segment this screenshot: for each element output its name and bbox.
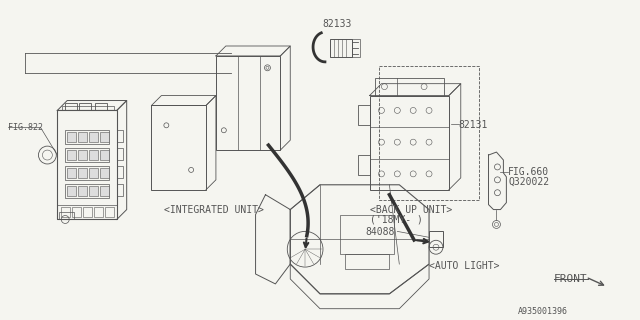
Bar bbox=[58, 110, 116, 220]
Bar bbox=[62, 107, 114, 110]
Bar bbox=[116, 166, 123, 178]
Bar bbox=[358, 155, 369, 175]
Bar bbox=[380, 66, 479, 200]
Bar bbox=[65, 130, 109, 144]
Bar bbox=[100, 186, 109, 196]
Bar bbox=[65, 148, 109, 162]
Bar bbox=[65, 184, 109, 198]
Bar bbox=[100, 168, 109, 178]
Bar bbox=[100, 150, 109, 160]
Bar bbox=[429, 231, 443, 247]
Bar bbox=[340, 214, 394, 254]
Bar bbox=[100, 132, 109, 142]
Text: <INTEGRATED UNIT>: <INTEGRATED UNIT> bbox=[164, 204, 264, 215]
Bar bbox=[369, 96, 449, 190]
Text: A935001396: A935001396 bbox=[518, 307, 568, 316]
Bar bbox=[116, 130, 123, 142]
Bar bbox=[78, 132, 87, 142]
Bar bbox=[116, 148, 123, 160]
Bar bbox=[67, 168, 76, 178]
Bar bbox=[89, 132, 98, 142]
Bar bbox=[330, 39, 352, 57]
Text: FIG.822: FIG.822 bbox=[8, 123, 43, 132]
Bar bbox=[352, 39, 360, 57]
Bar bbox=[61, 207, 70, 218]
Bar bbox=[60, 212, 74, 220]
Bar bbox=[65, 102, 77, 110]
Text: 84088: 84088 bbox=[365, 228, 394, 237]
Text: 82131: 82131 bbox=[459, 120, 488, 130]
Bar bbox=[105, 207, 114, 218]
Bar bbox=[358, 106, 369, 125]
Bar bbox=[78, 186, 87, 196]
Text: 82133: 82133 bbox=[322, 19, 351, 29]
Bar bbox=[58, 204, 116, 220]
Text: <BACK UP UNIT>: <BACK UP UNIT> bbox=[369, 204, 452, 215]
Text: ('18MY- ): ('18MY- ) bbox=[369, 214, 422, 225]
Bar bbox=[65, 166, 109, 180]
Bar bbox=[67, 132, 76, 142]
Text: <AUTO LIGHT>: <AUTO LIGHT> bbox=[429, 261, 500, 271]
Bar bbox=[89, 168, 98, 178]
Bar bbox=[374, 78, 444, 96]
Bar bbox=[152, 106, 206, 190]
Text: Q320022: Q320022 bbox=[508, 177, 550, 187]
Bar bbox=[345, 254, 389, 269]
Bar bbox=[67, 186, 76, 196]
Bar bbox=[89, 186, 98, 196]
Bar bbox=[216, 56, 280, 150]
Bar bbox=[116, 184, 123, 196]
Bar bbox=[94, 207, 103, 218]
Text: FRONT: FRONT bbox=[554, 274, 588, 284]
Bar bbox=[67, 150, 76, 160]
Bar bbox=[95, 102, 107, 110]
Bar bbox=[72, 207, 81, 218]
Bar bbox=[78, 168, 87, 178]
Bar bbox=[89, 150, 98, 160]
Text: FIG.660: FIG.660 bbox=[508, 167, 550, 177]
Bar bbox=[79, 102, 91, 110]
Bar bbox=[83, 207, 92, 218]
Bar bbox=[78, 150, 87, 160]
